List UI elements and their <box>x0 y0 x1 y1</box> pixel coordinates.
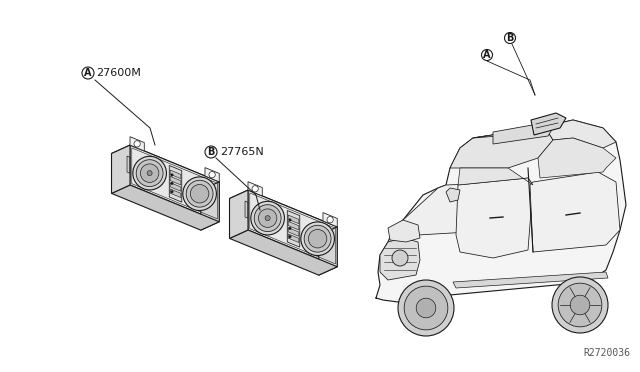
Circle shape <box>558 283 602 327</box>
Circle shape <box>392 250 408 266</box>
Circle shape <box>416 298 436 318</box>
Polygon shape <box>450 128 553 168</box>
Polygon shape <box>458 168 533 185</box>
Polygon shape <box>446 188 460 202</box>
Polygon shape <box>493 124 553 144</box>
Polygon shape <box>288 221 299 230</box>
Polygon shape <box>111 185 220 230</box>
Polygon shape <box>245 201 248 218</box>
Polygon shape <box>170 176 181 185</box>
Circle shape <box>252 186 259 192</box>
Polygon shape <box>230 230 337 275</box>
Circle shape <box>186 180 213 207</box>
Circle shape <box>209 171 215 178</box>
Polygon shape <box>288 228 299 236</box>
Polygon shape <box>473 120 616 148</box>
Circle shape <box>398 280 454 336</box>
Circle shape <box>147 171 152 176</box>
Polygon shape <box>127 156 130 173</box>
Circle shape <box>301 222 335 256</box>
Polygon shape <box>530 172 620 252</box>
Text: A: A <box>84 68 92 78</box>
Text: B: B <box>506 33 514 43</box>
Polygon shape <box>230 190 337 235</box>
Polygon shape <box>111 145 130 193</box>
Polygon shape <box>201 182 220 230</box>
Circle shape <box>289 219 291 221</box>
Polygon shape <box>531 113 566 135</box>
Text: 27600M: 27600M <box>96 68 141 78</box>
Polygon shape <box>248 182 262 196</box>
Polygon shape <box>170 183 181 191</box>
Circle shape <box>134 141 140 147</box>
Circle shape <box>265 216 270 221</box>
Text: A: A <box>483 50 491 60</box>
Polygon shape <box>287 211 300 247</box>
Text: R2720036: R2720036 <box>583 348 630 358</box>
Circle shape <box>254 205 281 232</box>
Circle shape <box>140 164 159 182</box>
Circle shape <box>171 182 173 185</box>
Circle shape <box>171 190 173 193</box>
Circle shape <box>552 277 608 333</box>
Circle shape <box>133 156 166 190</box>
Polygon shape <box>388 220 420 242</box>
Polygon shape <box>393 182 548 238</box>
Polygon shape <box>170 189 181 198</box>
Text: B: B <box>207 147 214 157</box>
Circle shape <box>404 286 448 330</box>
Polygon shape <box>323 212 337 227</box>
Circle shape <box>171 174 173 176</box>
Polygon shape <box>453 272 608 288</box>
Polygon shape <box>230 190 248 238</box>
Text: 27765N: 27765N <box>220 147 264 157</box>
Polygon shape <box>456 178 533 258</box>
Polygon shape <box>130 137 144 151</box>
Circle shape <box>289 235 291 238</box>
Polygon shape <box>288 215 299 224</box>
Circle shape <box>327 217 333 223</box>
Polygon shape <box>288 234 299 243</box>
Polygon shape <box>205 167 220 182</box>
Circle shape <box>308 230 327 248</box>
Circle shape <box>183 177 216 211</box>
Circle shape <box>570 295 590 315</box>
Circle shape <box>251 201 284 235</box>
Polygon shape <box>376 120 626 302</box>
Circle shape <box>190 185 209 203</box>
Polygon shape <box>248 190 337 267</box>
Circle shape <box>304 225 331 252</box>
Polygon shape <box>380 238 420 280</box>
Circle shape <box>136 160 163 187</box>
Circle shape <box>289 227 291 230</box>
Polygon shape <box>170 170 181 179</box>
Polygon shape <box>538 138 616 178</box>
Circle shape <box>259 209 277 227</box>
Polygon shape <box>319 227 337 275</box>
Polygon shape <box>130 145 220 222</box>
Polygon shape <box>169 166 182 202</box>
Polygon shape <box>111 145 220 190</box>
